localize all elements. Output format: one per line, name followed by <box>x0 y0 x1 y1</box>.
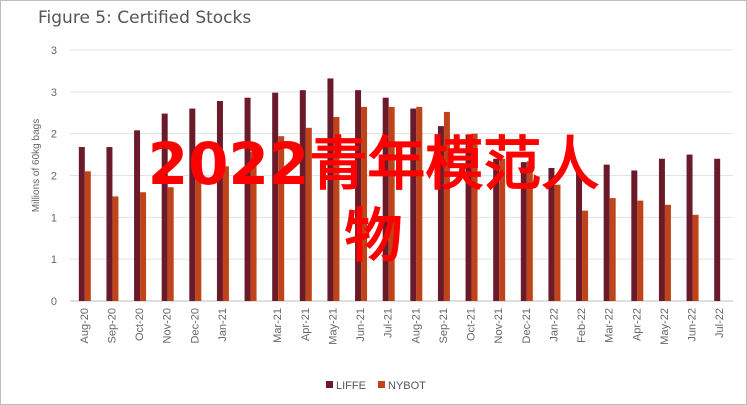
bar-nybot <box>637 200 644 301</box>
bar-liffe <box>520 162 527 301</box>
x-tick-label: Jul-22 <box>714 308 726 338</box>
y-tick-label: 2 <box>51 129 57 141</box>
bar-nybot <box>554 184 561 301</box>
bar-nybot <box>250 152 257 301</box>
bar-nybot <box>84 171 91 301</box>
x-tick-label: Jun-22 <box>687 308 699 342</box>
x-tick-label: Oct-21 <box>466 308 478 341</box>
x-tick-label: Oct-20 <box>134 308 146 341</box>
bar-liffe <box>658 158 665 301</box>
bar-nybot <box>582 210 589 301</box>
y-tick-label: 3 <box>51 87 57 99</box>
bar-liffe <box>382 97 389 301</box>
chart-title: Figure 5: Certified Stocks <box>38 8 252 28</box>
legend: LIFFE NYBOT <box>326 380 426 392</box>
x-tick-label: Jun-21 <box>355 308 367 342</box>
x-tick-label: Jan-21 <box>217 308 229 342</box>
x-tick-label: May-22 <box>659 308 671 345</box>
bar-liffe <box>548 167 555 301</box>
bar-liffe <box>134 130 141 301</box>
bar-liffe <box>106 147 113 301</box>
bar-liffe <box>161 113 168 301</box>
y-tick-label: 3 <box>51 45 57 57</box>
bar-nybot <box>167 187 174 301</box>
y-tick-label: 2 <box>51 171 57 183</box>
bar-nybot <box>361 106 368 301</box>
bar-liffe <box>244 97 251 301</box>
y-tick-label: 1 <box>51 212 57 224</box>
bars <box>78 78 721 302</box>
x-tick-label: Jul-21 <box>383 308 395 338</box>
gridlines <box>70 49 733 302</box>
x-tick-label: Feb-22 <box>576 308 588 343</box>
bar-nybot <box>499 158 506 301</box>
x-tick-label: Jan-22 <box>548 308 560 342</box>
x-tick-label: Apr-22 <box>631 308 643 341</box>
x-tick-label: Sep-21 <box>438 308 450 343</box>
x-tick-label: Mar-22 <box>604 308 616 343</box>
y-tick-label: 1 <box>51 254 57 266</box>
overlay-line-2: 物 <box>344 202 403 270</box>
bar-liffe <box>576 172 583 301</box>
x-tick-label: Nov-20 <box>162 308 174 343</box>
x-tick-label: Mar-21 <box>272 308 284 343</box>
x-tick-label: Dec-21 <box>521 308 533 343</box>
bar-liffe <box>631 170 638 301</box>
bar-liffe <box>216 101 223 301</box>
axes: 0 1 1 2 2 3 3 Millions of 60kg bags Aug-20 Sep-20… <box>31 45 726 345</box>
bar-liffe <box>189 108 196 301</box>
bar-liffe <box>437 126 444 302</box>
bar-nybot <box>526 161 533 301</box>
watermark-overlay-text: 2022青年模范人 物 <box>0 128 747 272</box>
bar-nybot <box>609 198 616 301</box>
x-tick-label: Sep-20 <box>106 308 118 343</box>
legend-swatch-liffe <box>326 381 333 388</box>
x-tick-label: May-21 <box>327 308 339 345</box>
bar-nybot <box>222 166 229 301</box>
x-tick-label: Nov-21 <box>493 308 505 343</box>
bar-liffe <box>686 154 693 301</box>
bar-nybot <box>140 192 147 301</box>
bar-liffe <box>493 158 500 301</box>
bar-nybot <box>195 173 202 301</box>
bar-liffe <box>714 158 721 301</box>
bar-liffe <box>603 164 610 301</box>
y-axis-label: Millions of 60kg bags <box>31 119 42 212</box>
overlay-line-1: 2022青年模范人 <box>147 130 600 198</box>
bar-nybot <box>692 214 699 301</box>
legend-label-liffe: LIFFE <box>336 380 366 392</box>
bar-liffe <box>465 134 472 301</box>
bar-liffe <box>327 78 334 302</box>
bar-liffe <box>299 90 306 301</box>
x-tick-label: Aug-21 <box>410 308 422 343</box>
bar-liffe <box>272 92 279 301</box>
bar-nybot <box>278 136 285 301</box>
legend-swatch-nybot <box>378 381 385 388</box>
bar-nybot <box>333 116 340 301</box>
bar-nybot <box>305 127 312 301</box>
bar-nybot <box>471 133 478 301</box>
x-tick-label: Aug-20 <box>79 308 91 343</box>
bar-nybot <box>416 106 423 301</box>
bar-liffe <box>78 147 85 301</box>
bar-nybot <box>443 111 450 301</box>
x-tick-label: Dec-20 <box>189 308 201 343</box>
bar-nybot <box>664 204 671 301</box>
bar-liffe <box>355 90 362 301</box>
bar-nybot <box>112 196 119 301</box>
x-tick-label: Apr-21 <box>300 308 312 341</box>
legend-label-nybot: NYBOT <box>388 380 426 392</box>
y-tick-label: 0 <box>51 296 57 308</box>
bar-nybot <box>388 106 395 301</box>
bar-liffe <box>410 108 417 301</box>
